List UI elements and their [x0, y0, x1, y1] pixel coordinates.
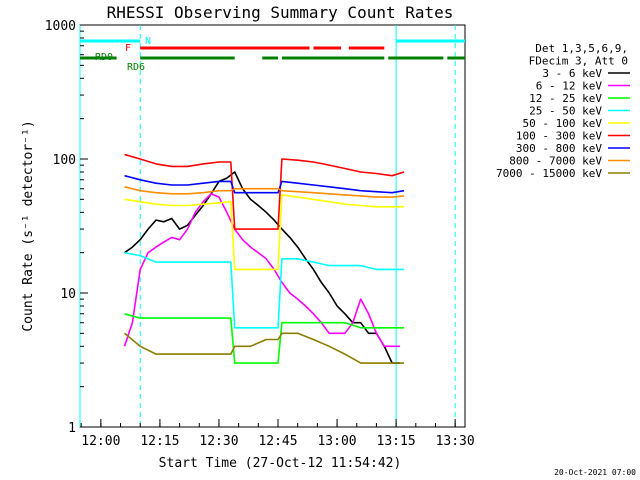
chart-title: RHESSI Observing Summary Count Rates: [107, 3, 454, 22]
legend-label-3-6-kev: 3 - 6 keV: [542, 67, 602, 80]
x-axis-label: Start Time (27-Oct-12 11:54:42): [159, 456, 402, 471]
legend-label-800-7000-kev: 800 - 7000 keV: [509, 155, 602, 168]
legend-label-6-12-kev: 6 - 12 keV: [536, 80, 603, 93]
series-line-3-6-kev: [124, 171, 400, 364]
x-tick-label-12-30: 12:30: [199, 434, 238, 449]
series-line-800-7000-kev: [124, 186, 405, 198]
x-tick-label-13-15: 13:15: [377, 434, 416, 449]
flag-bars: N F RD0 RD6: [80, 36, 465, 73]
series-line-50-100-kev: [124, 194, 404, 271]
y-axis-label: Count Rate (s⁻¹ detector⁻¹): [21, 120, 36, 331]
y-tick-label-100: 100: [53, 153, 76, 168]
plot-frame: [79, 24, 466, 428]
x-tick-label-12-00: 12:00: [81, 434, 120, 449]
legend-header-line-0: Det 1,3,5,6,9,: [535, 42, 628, 55]
legend-header-line-1: FDecim 3, Att 0: [529, 55, 628, 68]
legend-label-12-25-kev: 12 - 25 keV: [529, 92, 602, 105]
flag-label-rd6: RD6: [127, 62, 145, 73]
legend-label-25-50-kev: 25 - 50 keV: [529, 105, 602, 118]
series-line-7000-15000-kev: [123, 332, 404, 364]
y-tick-label-1: 1: [68, 421, 76, 436]
legend-label-100-300-kev: 100 - 300 keV: [516, 130, 602, 143]
vertical-markers: [79, 25, 456, 427]
legend-label-300-800-kev: 300 - 800 keV: [516, 142, 602, 155]
x-tick-label-12-45: 12:45: [258, 434, 297, 449]
y-tick-label-10: 10: [60, 287, 76, 302]
x-tick-label-13-30: 13:30: [436, 434, 475, 449]
series-line-25-50-kev: [124, 251, 404, 329]
series-line-300-800-kev: [124, 174, 405, 194]
series-line-100-300-kev: [124, 153, 405, 230]
flag-label-n: N: [145, 36, 151, 47]
y-tick-label-1000: 1000: [45, 19, 76, 34]
axes: 12:00 12:15 12:30 12:45 13:00 13:15 13:30 1 10 10…: [45, 19, 475, 449]
series-line-6-12-kev: [123, 193, 400, 348]
series-line-12-25-kev: [124, 313, 404, 364]
legend: Det 1,3,5,6,9,FDecim 3, Att 03 - 6 keV6 …: [496, 42, 630, 180]
x-tick-label-13-00: 13:00: [317, 434, 356, 449]
series-lines: [123, 153, 405, 364]
legend-label-50-100-kev: 50 - 100 keV: [523, 117, 603, 130]
flag-label-rd0: RD0: [95, 52, 113, 63]
flag-label-f: F: [125, 43, 131, 54]
x-tick-label-12-15: 12:15: [140, 434, 179, 449]
legend-label-7000-15000-kev: 7000 - 15000 keV: [496, 167, 602, 180]
footer-timestamp: 20-Oct-2021 07:00: [554, 468, 636, 477]
